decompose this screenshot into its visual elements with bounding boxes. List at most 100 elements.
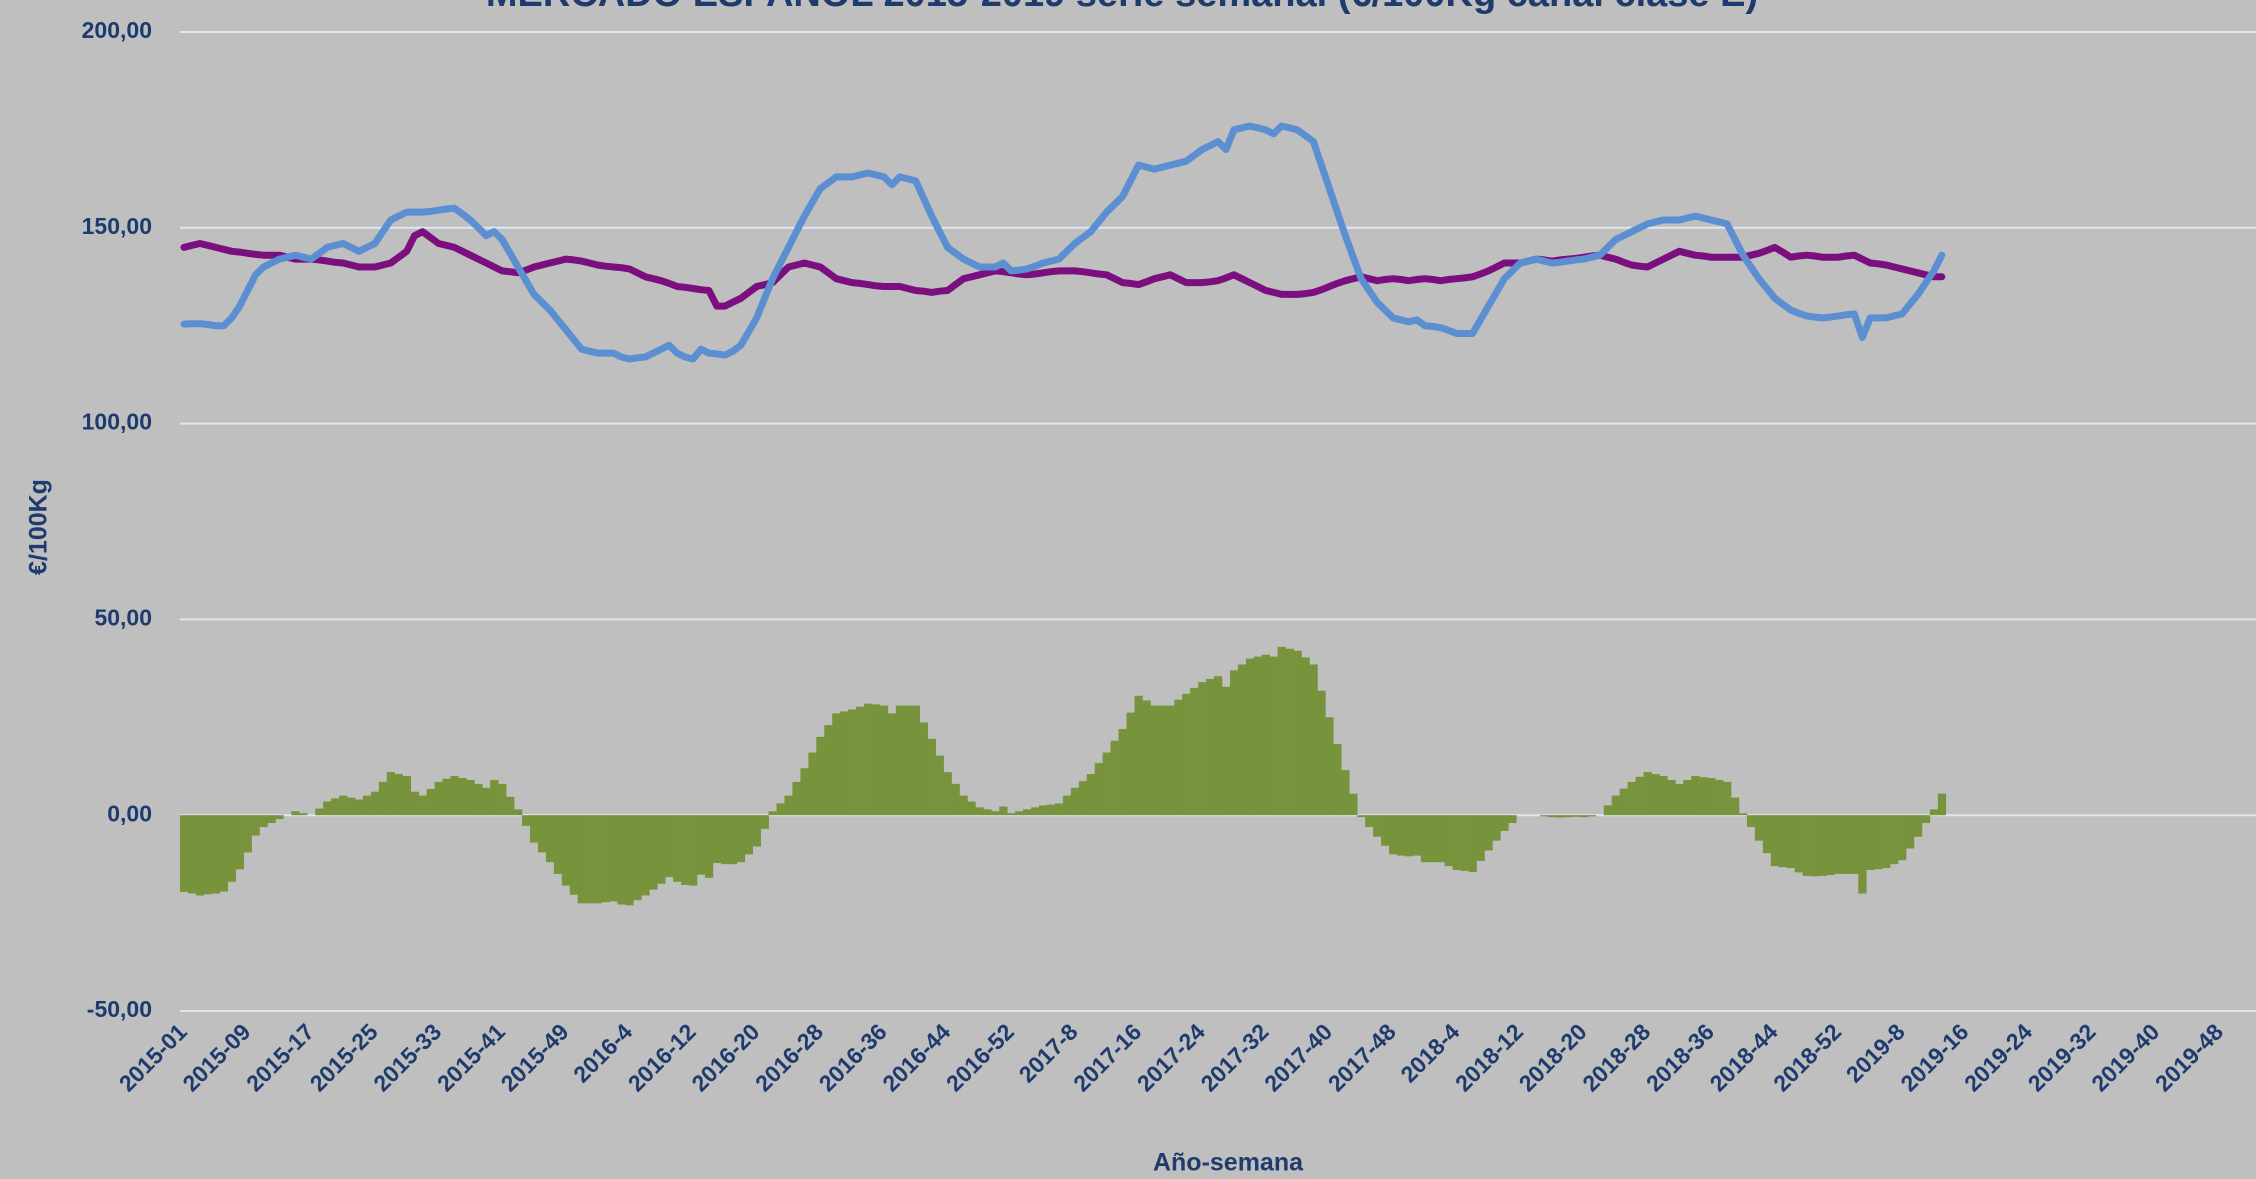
bar	[593, 815, 602, 904]
bar	[1508, 815, 1517, 824]
bar	[1269, 656, 1278, 816]
bar	[1293, 650, 1302, 816]
bar	[1564, 815, 1573, 818]
line	[180, 122, 1946, 363]
bar	[1874, 815, 1883, 870]
bar	[394, 774, 404, 816]
bar	[1404, 815, 1414, 857]
bar	[1492, 815, 1501, 841]
bar	[331, 798, 340, 816]
bar	[1802, 815, 1811, 876]
bar	[1444, 815, 1453, 867]
bar	[1046, 804, 1056, 816]
chart-title: MERCADO ESPAÑOL 2015-2019 serie semanal …	[486, 0, 1758, 15]
bar	[1548, 815, 1557, 818]
bar	[299, 813, 308, 816]
bar	[1683, 779, 1692, 816]
bar	[1381, 815, 1390, 846]
bar	[426, 788, 435, 816]
bar	[1110, 740, 1119, 816]
bar	[681, 815, 690, 885]
bar	[872, 704, 881, 816]
bar	[506, 796, 515, 816]
bar	[712, 815, 722, 863]
bar	[641, 815, 650, 896]
bar	[1913, 815, 1923, 837]
bar	[1134, 695, 1143, 816]
bar	[1898, 815, 1907, 861]
bar	[1540, 815, 1549, 817]
bar	[1094, 763, 1103, 816]
bar	[561, 815, 571, 886]
bar	[1651, 774, 1660, 816]
bar	[585, 815, 594, 904]
bar	[434, 781, 443, 816]
bar	[704, 815, 714, 878]
bar	[1762, 815, 1772, 854]
bar	[1667, 779, 1676, 816]
bar	[633, 815, 642, 901]
bar	[1245, 658, 1255, 816]
bar	[347, 797, 356, 816]
bar	[275, 815, 284, 820]
bar	[1810, 815, 1819, 877]
bar	[1420, 815, 1430, 863]
bar	[1396, 815, 1406, 856]
bar	[1078, 781, 1088, 816]
bar	[1285, 648, 1294, 816]
bar	[1007, 813, 1016, 816]
bar	[1842, 815, 1851, 874]
bar	[1365, 815, 1374, 827]
bar	[665, 815, 674, 878]
bar	[601, 815, 610, 903]
bar	[211, 815, 221, 894]
bar	[1198, 682, 1207, 816]
y-tick-label: 0,00	[107, 800, 152, 826]
bar	[1850, 815, 1859, 874]
bar	[1182, 693, 1191, 816]
y-axis-label: €/100Kg	[25, 479, 53, 575]
bar	[529, 815, 539, 843]
bar	[1070, 787, 1080, 816]
bar	[1229, 670, 1239, 816]
bar	[784, 795, 793, 816]
bar	[911, 705, 921, 816]
bar	[1476, 815, 1485, 862]
bar	[760, 815, 769, 829]
bar	[1389, 815, 1398, 855]
bar	[617, 815, 626, 905]
bar	[442, 778, 451, 816]
bar	[243, 815, 252, 853]
bar	[402, 776, 411, 816]
bar	[514, 809, 523, 816]
bar	[1277, 646, 1286, 816]
bar	[315, 808, 324, 816]
bar	[808, 752, 817, 816]
bar	[935, 755, 944, 816]
bar	[1412, 815, 1422, 856]
bar	[219, 815, 229, 892]
bar	[323, 801, 332, 816]
bar	[1778, 815, 1788, 868]
bar	[848, 709, 857, 816]
bar	[840, 711, 849, 816]
y-tick-label: 150,00	[82, 213, 152, 239]
bar	[1826, 815, 1835, 876]
bar	[1039, 805, 1048, 816]
bar	[1619, 788, 1628, 816]
bar	[474, 783, 483, 816]
bar	[1643, 772, 1652, 816]
bar	[362, 795, 372, 816]
bar	[1015, 811, 1024, 816]
bar	[1707, 777, 1716, 816]
bar	[776, 803, 785, 816]
bar	[466, 779, 475, 816]
bar	[1150, 705, 1159, 816]
bar	[1746, 815, 1756, 827]
bar	[1214, 676, 1223, 816]
bar	[1309, 664, 1318, 816]
bar	[999, 806, 1008, 816]
bar	[370, 791, 380, 816]
